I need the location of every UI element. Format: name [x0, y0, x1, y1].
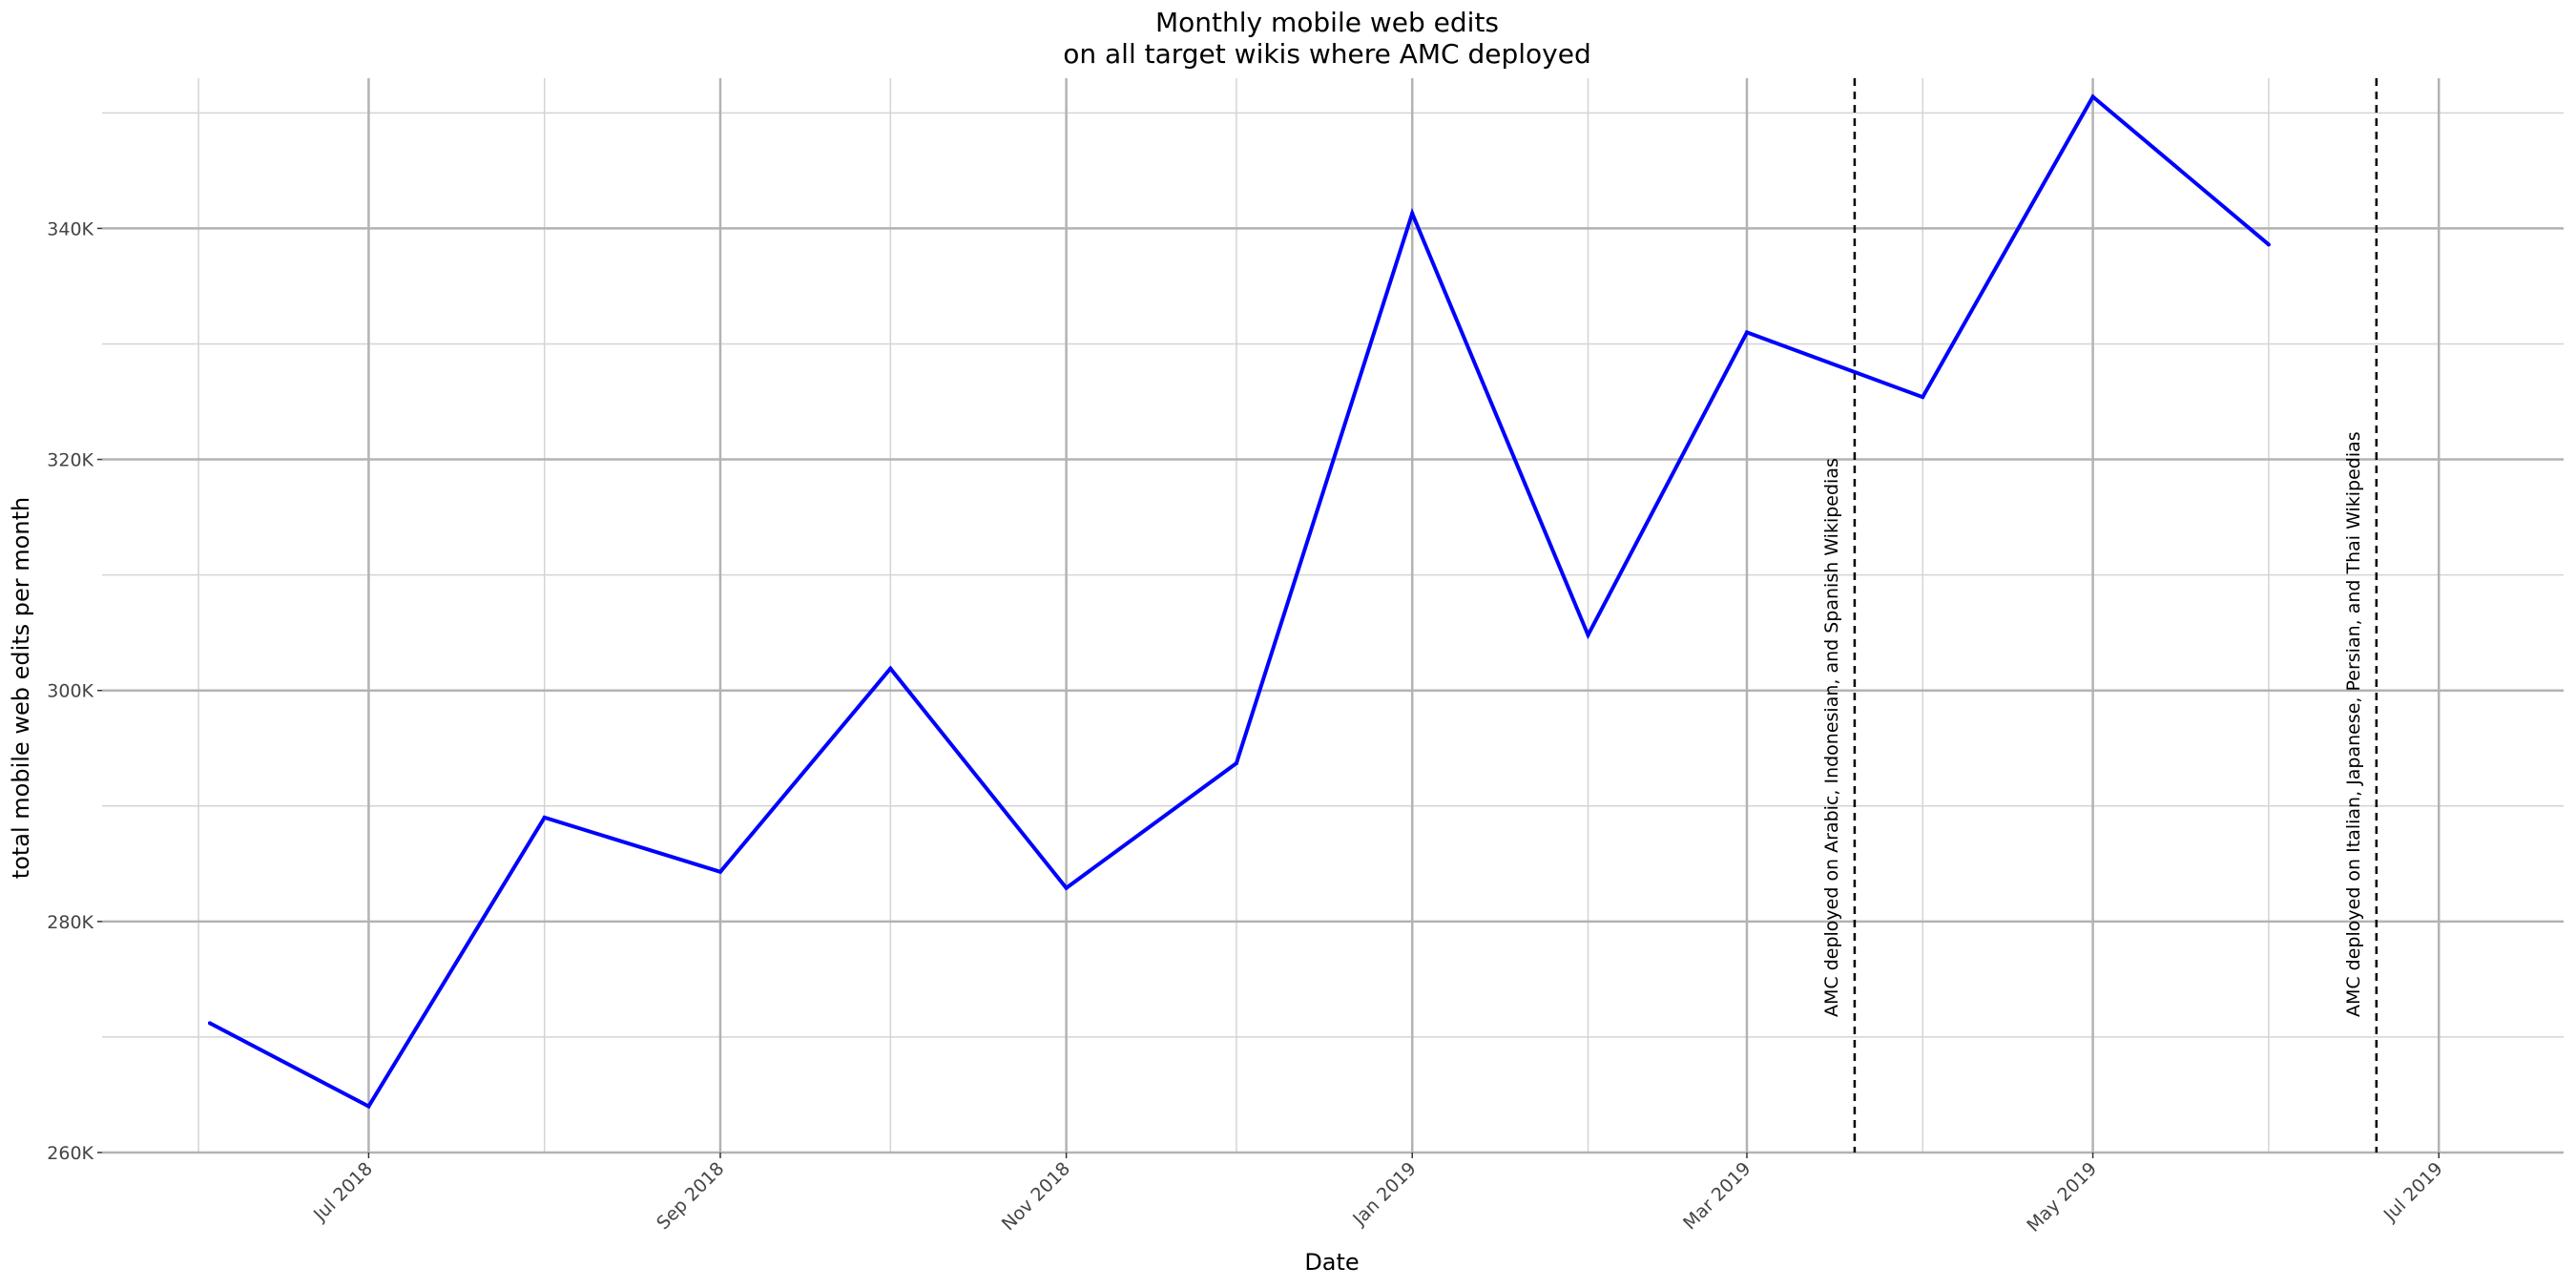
y-axis-title: total mobile web edits per month — [8, 497, 34, 879]
annotation-label: AMC deployed on Arabic, Indonesian, and … — [1821, 458, 1842, 1017]
deployment-markers — [1853, 78, 2379, 1153]
y-tick-label: 340K — [47, 218, 93, 239]
data-point — [2090, 94, 2095, 99]
data-point — [1921, 395, 1925, 400]
data-point — [1586, 633, 1590, 637]
x-tick-label: Jul 2018 — [309, 1158, 377, 1226]
x-tick-label: Mar 2019 — [1679, 1158, 1755, 1234]
annotation-label: AMC deployed on Italian, Japanese, Persi… — [2343, 431, 2364, 1017]
y-tick-label: 300K — [47, 681, 93, 702]
x-tick-label: Jul 2019 — [2379, 1158, 2447, 1226]
y-tick-label: 280K — [47, 912, 93, 933]
annotation-labels: AMC deployed on Arabic, Indonesian, and … — [1821, 431, 2364, 1017]
y-axis-ticks: 260K 280K 300K 320K 340K — [47, 218, 102, 1164]
data-point — [366, 1104, 371, 1109]
y-tick-label: 260K — [47, 1143, 93, 1164]
chart-title: Monthly mobile web edits — [1155, 7, 1499, 38]
x-tick-label: Sep 2018 — [653, 1158, 728, 1234]
x-axis-ticks: Jul 2018 Sep 2018 Nov 2018 Jan 2019 Mar 2019… — [309, 1153, 2447, 1236]
data-point — [1410, 211, 1415, 216]
data-point — [888, 666, 893, 671]
x-tick-label: May 2019 — [2023, 1158, 2101, 1236]
x-tick-label: Nov 2018 — [998, 1158, 1074, 1235]
data-point — [542, 815, 547, 820]
chart-subtitle: on all target wikis where AMC deployed — [1063, 38, 1591, 70]
data-point — [1064, 885, 1069, 890]
data-point — [1744, 330, 1749, 335]
minor-gridlines — [102, 78, 2564, 1153]
data-point — [1234, 760, 1238, 765]
series-group — [207, 93, 2271, 1110]
data-point — [2266, 242, 2271, 247]
y-tick-label: 320K — [47, 450, 93, 471]
major-gridlines — [102, 78, 2564, 1154]
series-line — [208, 93, 2271, 1110]
x-tick-label: Jan 2019 — [1348, 1158, 1420, 1230]
x-axis-title: Date — [1304, 1249, 1359, 1276]
data-point — [717, 869, 722, 874]
data-point — [207, 1021, 212, 1026]
